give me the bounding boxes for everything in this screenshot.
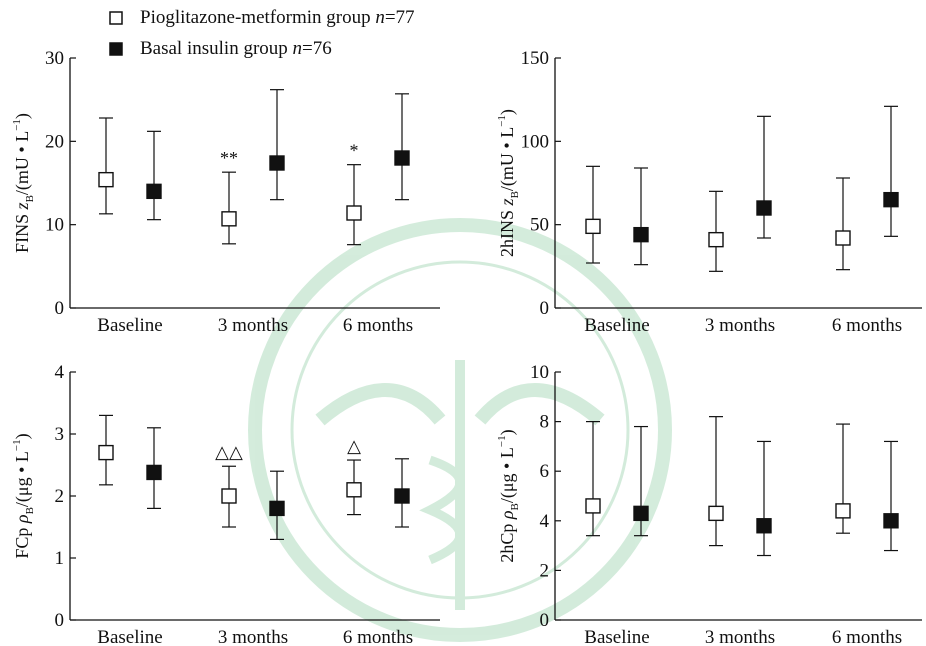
x-tick-label: 6 months <box>343 315 413 336</box>
chart-panel: 0 1 2 3 4 FCp ρB/(μg • L−1) Baseline 3 months 6 … <box>11 362 440 646</box>
data-point <box>708 505 724 522</box>
data-point <box>585 218 601 235</box>
x-tick-label: 6 months <box>832 627 902 646</box>
x-tick-label: 6 months <box>832 315 902 336</box>
y-tick-label: 4 <box>540 511 550 532</box>
y-tick-label: 0 <box>540 298 550 319</box>
data-point <box>146 464 162 481</box>
data-point <box>633 226 649 243</box>
watermark <box>248 218 672 642</box>
legend-label: Basal insulin group n=76 <box>140 38 332 59</box>
y-tick-label: 50 <box>530 215 549 236</box>
y-tick-label: 6 <box>540 461 550 482</box>
data-point <box>394 488 410 504</box>
data-point <box>585 498 601 514</box>
chart-panel: 0 10 20 30 FINS zB/(mU • L−1) Baseline 3 month… <box>11 48 440 336</box>
y-tick-label: 4 <box>55 362 65 383</box>
x-tick-label: Baseline <box>97 315 162 336</box>
data-point <box>98 444 114 461</box>
y-tick-label: 20 <box>45 131 64 152</box>
chart-panel: 0 50 100 150 2hINS zB/(mU • L−1) Baseline 3 mo… <box>496 48 922 336</box>
data-point <box>394 150 410 166</box>
series-pioglitazone-metformin <box>585 165 851 272</box>
x-tick-label: 3 months <box>705 627 775 646</box>
y-axis-label: 2hCp ρB/(μg • L−1) <box>496 429 521 562</box>
series-pioglitazone-metformin <box>98 414 362 528</box>
legend-label: Pioglitazone-metformin group n=77 <box>140 7 415 28</box>
y-tick-label: 10 <box>45 215 64 236</box>
legend-item: Pioglitazone-metformin group n=77 <box>109 7 415 28</box>
data-point <box>269 500 285 517</box>
data-point <box>346 205 362 221</box>
x-tick-label: Baseline <box>97 627 162 646</box>
x-tick-label: 3 months <box>218 627 288 646</box>
x-tick-label: 6 months <box>343 627 413 646</box>
legend-open-square-marker <box>109 11 123 25</box>
y-tick-label: 100 <box>521 131 550 152</box>
chart-panel: 0 2 4 6 8 10 2hCp ρB/(μg • L−1) Baseline 3 month… <box>496 362 922 646</box>
data-point <box>221 488 237 504</box>
series-pioglitazone-metformin <box>98 117 362 246</box>
data-point <box>269 155 285 171</box>
data-point <box>883 191 899 208</box>
x-tick-label: Baseline <box>584 315 649 336</box>
y-tick-label: 150 <box>521 48 550 69</box>
data-point <box>346 482 362 498</box>
y-tick-label: 2 <box>540 560 550 581</box>
y-axis-label: FINS zB/(mU • L−1) <box>11 113 36 253</box>
data-point <box>98 171 114 188</box>
y-tick-label: 0 <box>540 610 550 631</box>
data-point <box>756 200 772 216</box>
y-axis-label: FCp ρB/(μg • L−1) <box>11 433 36 558</box>
y-tick-label: 0 <box>55 298 65 319</box>
y-tick-label: 30 <box>45 48 64 69</box>
series-pioglitazone-metformin <box>585 416 851 547</box>
y-tick-label: 8 <box>540 412 550 433</box>
x-tick-label: Baseline <box>584 627 649 646</box>
data-point <box>756 518 772 534</box>
y-tick-label: 10 <box>530 362 549 383</box>
series-basal-insulin <box>146 427 410 541</box>
y-tick-label: 3 <box>55 424 65 445</box>
legend-item: Basal insulin group n=76 <box>109 38 332 59</box>
data-point <box>633 505 649 522</box>
legend-filled-square-marker <box>109 42 123 56</box>
x-tick-label: 3 months <box>705 315 775 336</box>
y-tick-label: 2 <box>55 486 65 507</box>
legend: Pioglitazone-metformin group n=77 Basal … <box>109 7 415 59</box>
data-point <box>835 503 851 519</box>
data-point <box>146 183 162 200</box>
y-axis-label: 2hINS zB/(mU • L−1) <box>496 109 521 257</box>
data-point <box>708 231 724 248</box>
significance-annotation: △△ <box>215 442 243 462</box>
significance-annotation: * <box>350 141 359 161</box>
series-basal-insulin <box>633 425 899 557</box>
data-point <box>835 230 851 246</box>
series-basal-insulin <box>633 105 899 266</box>
data-point <box>221 211 237 227</box>
y-tick-label: 0 <box>55 610 65 631</box>
x-tick-label: 3 months <box>218 315 288 336</box>
significance-annotation: △ <box>347 436 361 456</box>
data-point <box>883 513 899 529</box>
series-basal-insulin <box>146 89 410 221</box>
significance-annotation: ** <box>220 148 238 168</box>
y-tick-label: 1 <box>55 548 65 569</box>
